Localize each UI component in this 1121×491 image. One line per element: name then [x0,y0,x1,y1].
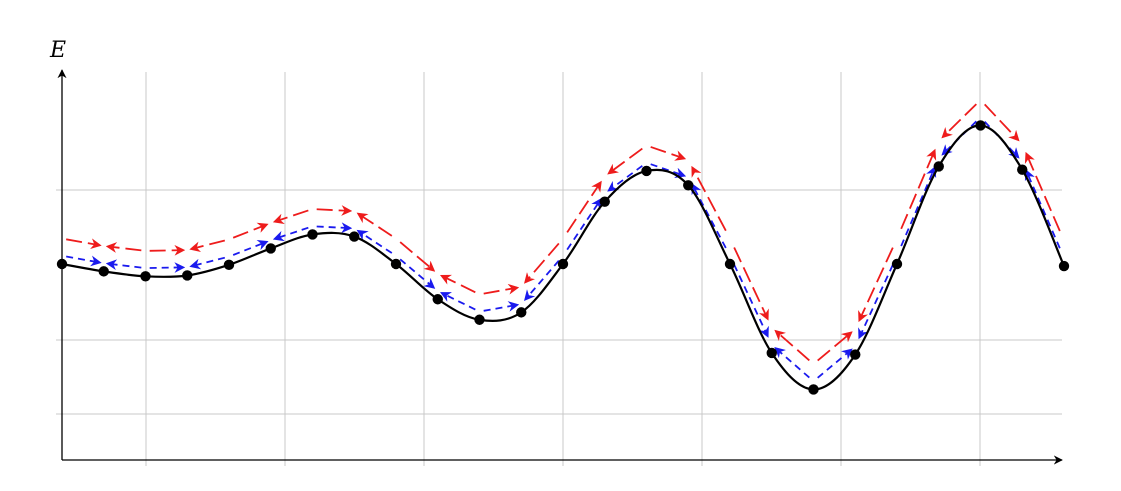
blue-path-segment [105,259,142,271]
red-path-segment [483,283,520,295]
blue-path-segment [817,348,853,379]
blue-path-segment [149,262,186,273]
red-path-segment [566,180,602,233]
sample-point [349,231,360,242]
sample-point [766,347,777,359]
sample-point [432,294,443,305]
red-path-segment [399,241,436,272]
red-path-segment [524,242,560,284]
red-path-segment [272,209,309,224]
blue-path-segment [232,239,269,256]
sample-point [1058,260,1070,272]
blue-dashed-path [66,120,1061,379]
red-path-segment [941,103,977,139]
sample-point [1017,164,1028,175]
blue-path-segment [607,165,643,192]
sample-point [599,196,610,207]
blue-path-segment [316,222,353,234]
sample-point [724,258,736,270]
blue-path-segment [66,255,102,267]
blue-path-segment [566,197,602,251]
red-path-segment [356,212,393,237]
blue-path-segment [858,264,894,340]
red-dashed-path [66,103,1061,362]
red-path-segment [316,205,353,216]
red-path-segment [858,247,894,323]
sample-point [516,307,527,318]
blue-path-segment [439,292,476,311]
axes: E [49,38,1063,465]
blue-path-segment [356,229,393,254]
red-path-segment [1024,151,1061,232]
blue-path-segment [272,226,309,242]
red-path-segment [232,222,269,239]
blue-path-segment [691,183,727,249]
sample-point [641,165,652,177]
blue-path-segment [900,165,937,247]
blue-path-segment [189,256,226,270]
sample-point [98,266,109,277]
sample-point [808,384,819,395]
sample-point [850,349,861,360]
sample-point [223,259,235,271]
energy-curve [61,124,1066,391]
sample-point [683,180,694,191]
blue-path-segment [733,264,769,338]
y-axis-label: E [49,38,66,63]
red-path-segment [607,147,643,175]
blue-path-segment [650,163,687,178]
sample-point [182,270,193,281]
blue-path-segment [1024,169,1061,249]
sample-point [975,120,986,131]
red-path-segment [733,247,769,321]
blue-path-segment [399,258,436,289]
red-path-segment [66,238,102,250]
red-path-segment [774,329,810,362]
sample-point [390,258,402,270]
red-path-segment [691,165,727,232]
sample-point [474,314,485,325]
blue-path-segment [774,346,810,379]
blue-path-segment [483,301,520,312]
red-path-segment [189,239,226,253]
grid-lines [56,72,1062,466]
sample-point [891,258,903,270]
red-path-segment [817,331,853,362]
sample-point [265,243,276,254]
blue-path-segment [941,120,977,156]
red-path-segment [105,242,142,253]
sample-point [56,258,68,270]
sample-point [140,271,151,282]
red-path-segment [149,244,186,256]
sample-point [307,229,318,240]
red-path-segment [984,103,1020,142]
sample-points [56,120,1070,395]
red-path-segment [650,146,687,161]
sample-point [557,258,569,270]
sample-point [933,161,944,172]
red-path-segment [900,148,937,230]
red-path-segment [439,274,476,294]
blue-path-segment [524,260,560,301]
